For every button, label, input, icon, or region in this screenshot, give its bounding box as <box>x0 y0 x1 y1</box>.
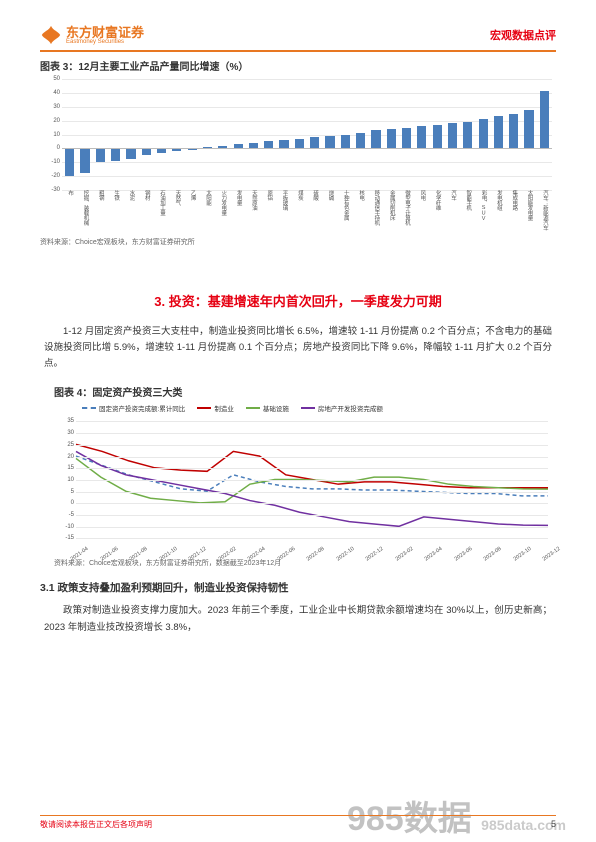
bar <box>509 114 518 149</box>
doc-category: 宏观数据点评 <box>490 27 556 43</box>
bar <box>540 91 549 148</box>
section3-heading: 3. 投资：基建增速年内首次回升，一季度发力可期 <box>40 291 556 310</box>
bar <box>325 136 334 148</box>
bar <box>80 148 89 173</box>
bar <box>371 130 380 148</box>
legend-item: 房地产开发投资完成额 <box>301 403 383 413</box>
page-number: 5 <box>551 819 556 829</box>
logo-text-cn: 东方财富证券 <box>66 26 144 39</box>
series-line <box>76 445 548 488</box>
bar <box>356 133 365 148</box>
bar <box>463 122 472 148</box>
bar <box>494 116 503 148</box>
footer: 敬请阅读本报告正文后各项声明 5 <box>40 815 556 831</box>
section3-para1: 1-12 月固定资产投资三大支柱中，制造业投资同比增长 6.5%，增速较 1-1… <box>44 324 552 372</box>
bar <box>387 129 396 148</box>
bar <box>142 148 151 155</box>
bar <box>402 128 411 149</box>
header-rule <box>40 50 556 52</box>
series-line <box>76 457 548 497</box>
footer-disclaimer: 敬请阅读本报告正文后各项声明 <box>40 819 152 830</box>
chart3-title: 图表 3：12月主要工业产品产量同比增速（%） <box>40 58 556 73</box>
chart3-source: 资料来源：Choice宏观板块，东方财富证券研究所 <box>40 237 556 247</box>
bar <box>310 137 319 148</box>
bar <box>96 148 105 162</box>
bar <box>65 148 74 176</box>
bar <box>126 148 135 159</box>
legend-item: 基础设施 <box>246 403 289 413</box>
bar <box>417 126 426 148</box>
bar <box>341 135 350 149</box>
logo: 东方财富证券 Eastmoney Securities <box>40 24 144 46</box>
section31-para: 政策对制造业投资支撑力度加大。2023 年前三个季度，工业企业中长期贷款余额增速… <box>44 603 552 635</box>
bar <box>295 139 304 149</box>
legend-item: 固定资产投资完成额:累计同比 <box>82 403 185 413</box>
bar <box>524 110 533 149</box>
bar <box>111 148 120 160</box>
header: 东方财富证券 Eastmoney Securities 宏观数据点评 <box>40 24 556 46</box>
bar <box>279 140 288 148</box>
section31-heading: 3.1 政策支持叠加盈利预期回升，制造业投资保持韧性 <box>40 580 556 595</box>
bar <box>264 141 273 148</box>
bar <box>448 123 457 148</box>
chart4: 固定资产投资完成额:累计同比制造业基础设施房地产开发投资完成额 -15-10-5… <box>54 401 552 556</box>
bar <box>479 119 488 148</box>
chart3: -30-20-1001020304050布挖掘、装载机械粗钢生铁水泥钢材石油加工… <box>40 75 556 235</box>
logo-icon <box>40 24 62 46</box>
bar <box>433 125 442 149</box>
legend-item: 制造业 <box>197 403 234 413</box>
chart4-title: 图表 4：固定资产投资三大类 <box>54 384 556 399</box>
logo-text-en: Eastmoney Securities <box>66 39 144 45</box>
